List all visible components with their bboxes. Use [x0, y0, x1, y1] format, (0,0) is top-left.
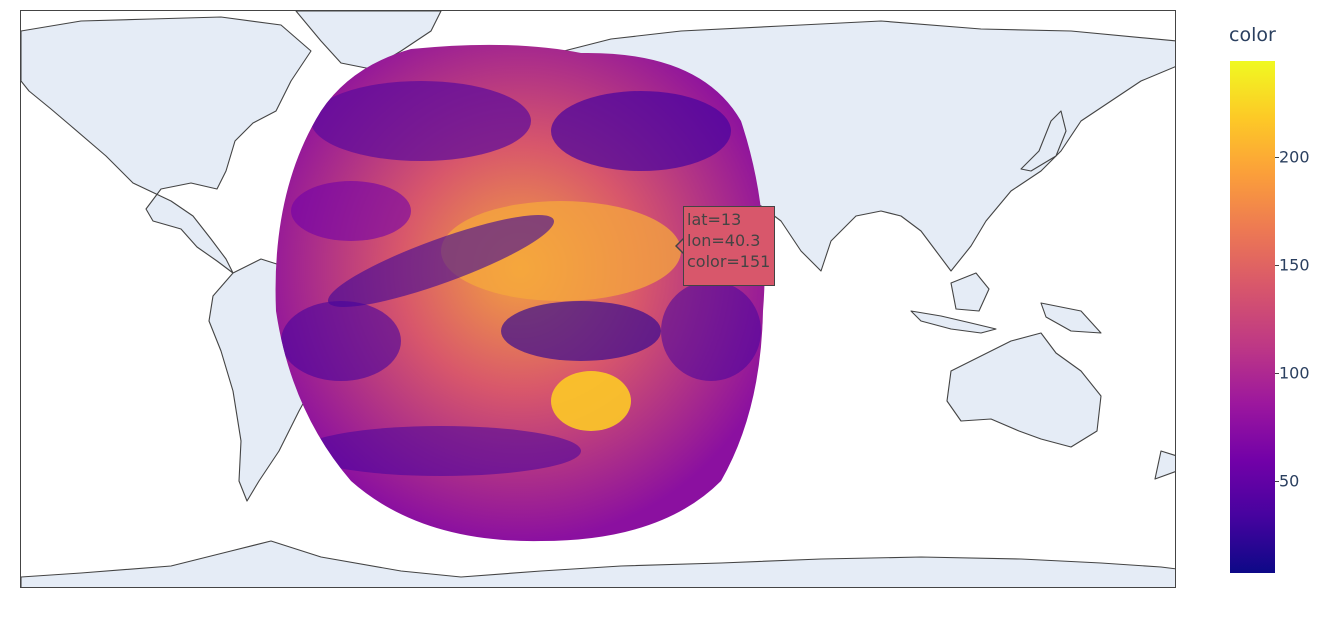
hover-tooltip: lat=13 lon=40.3 color=151: [683, 206, 775, 286]
colorbar-tick-150: 150: [1279, 255, 1310, 275]
tooltip-pointer-fill: [677, 239, 684, 253]
japan: [1020, 110, 1067, 172]
map-svg[interactable]: [21, 11, 1176, 588]
borneo: [950, 272, 990, 312]
tooltip-color: color=151: [687, 252, 771, 271]
antarctica: [21, 540, 1175, 587]
colorbar-tickmark-50: [1275, 481, 1279, 482]
colorbar: [1230, 61, 1275, 573]
new-guinea: [1040, 302, 1102, 334]
colorbar-tickmark-150: [1275, 265, 1279, 266]
colorbar-tickmark-200: [1275, 157, 1279, 158]
colorbar-title: color: [1229, 24, 1276, 46]
map-plot[interactable]: [20, 10, 1176, 588]
new-zealand: [1154, 450, 1175, 480]
satellite-image-disk[interactable]: [275, 44, 765, 542]
colorbar-tick-200: 200: [1279, 147, 1310, 167]
tooltip-lat: lat=13: [687, 210, 742, 229]
colorbar-tick-100: 100: [1279, 363, 1310, 383]
colorbar-tickmark-100: [1275, 373, 1279, 374]
north-america: [21, 16, 312, 274]
australia: [946, 332, 1102, 448]
colorbar-tick-50: 50: [1279, 471, 1300, 491]
southeast-asia-islands: [910, 310, 997, 334]
tooltip-lon: lon=40.3: [687, 231, 761, 250]
